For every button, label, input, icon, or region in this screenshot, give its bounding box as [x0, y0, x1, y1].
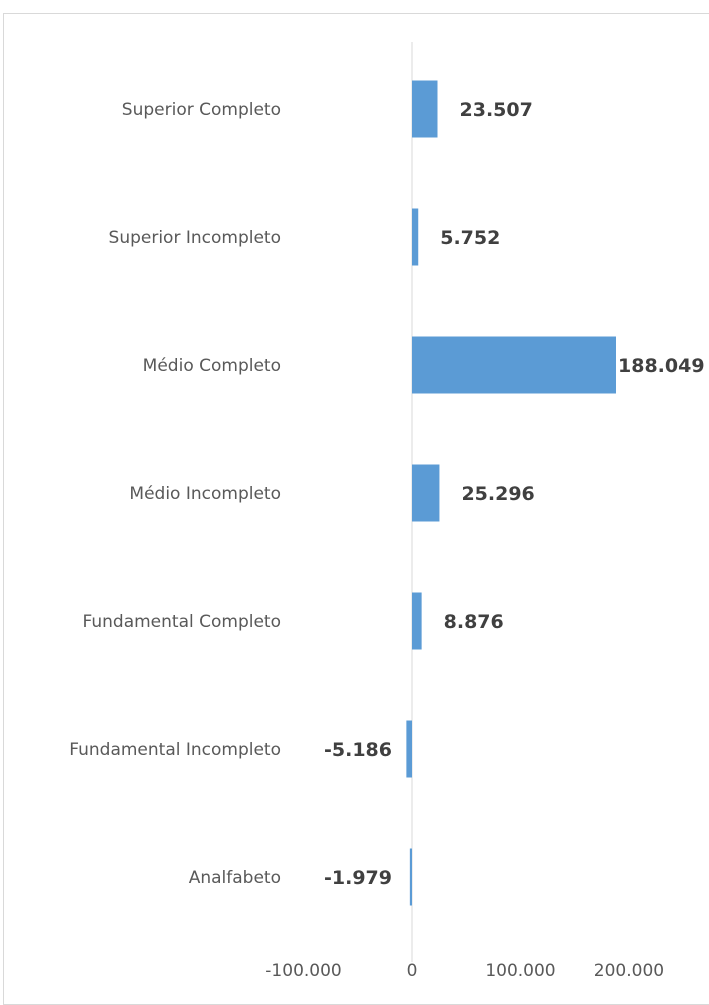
bar — [412, 208, 419, 266]
category-label: Superior Incompleto — [109, 228, 281, 248]
x-tick-label: -100.000 — [265, 961, 341, 981]
category-label: Médio Completo — [143, 356, 281, 376]
bar — [409, 848, 412, 906]
category-label: Fundamental Incompleto — [69, 740, 281, 760]
category-labels-group: Superior Completo Superior Incompleto Médi… — [69, 100, 281, 888]
bar — [412, 336, 616, 394]
x-tick-label: 0 — [407, 961, 418, 981]
data-label: 188.049 — [618, 355, 705, 377]
bar — [406, 720, 412, 778]
category-label: Analfabeto — [189, 868, 281, 888]
data-label: 8.876 — [444, 611, 504, 633]
category-label: Superior Completo — [122, 100, 281, 120]
data-label: -5.186 — [324, 739, 392, 761]
data-label: 5.752 — [440, 227, 500, 249]
bar — [412, 592, 422, 650]
x-tick-label: 200.000 — [594, 961, 664, 981]
bar — [412, 80, 438, 138]
x-axis-ticks-group: -100.000 0 100.000 200.000 — [265, 961, 664, 981]
data-label: 25.296 — [461, 483, 534, 505]
data-labels-group: 23.507 5.752 188.049 25.296 8.876 -5.186 -1.97… — [324, 99, 705, 889]
x-tick-label: 100.000 — [485, 961, 555, 981]
data-label: -1.979 — [324, 867, 392, 889]
bars-group — [406, 80, 616, 906]
category-label: Fundamental Completo — [83, 612, 281, 632]
bar — [412, 464, 440, 522]
chart-frame — [3, 13, 709, 1005]
data-label: 23.507 — [460, 99, 533, 121]
category-label: Médio Incompleto — [129, 484, 281, 504]
